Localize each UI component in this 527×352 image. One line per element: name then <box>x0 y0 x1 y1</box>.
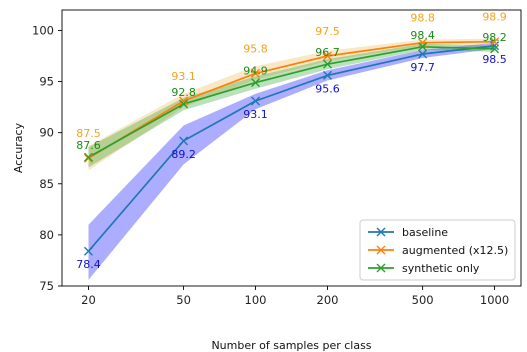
data-label-synthetic-only: 98.4 <box>410 29 435 42</box>
legend-marker <box>376 227 386 237</box>
marker-baseline <box>83 246 93 256</box>
marker-baseline <box>179 136 189 146</box>
legend: baseline augmented (x12.5) synthetic only <box>359 219 516 281</box>
data-label-augmented-x12-5: 97.5 <box>315 25 340 38</box>
marker-baseline <box>490 41 500 51</box>
x-tick-label: 1000 <box>480 293 509 307</box>
legend-box <box>359 219 516 281</box>
marker-augmented-x12-5 <box>418 38 428 48</box>
data-label-baseline: 98.5 <box>482 53 507 66</box>
line-augmented-x12-5 <box>88 40 495 159</box>
marker-augmented-x12-5 <box>322 51 332 61</box>
marker-augmented-x12-5 <box>490 37 500 47</box>
line-synthetic-only <box>88 45 495 158</box>
data-label-augmented-x12-5: 87.5 <box>76 127 101 140</box>
band-synthetic-only <box>88 43 495 168</box>
data-labels: 78.4 89.2 93.1 95.6 97.7 98.5 87.5 93.1 95.8 97.5… <box>76 11 507 272</box>
y-axis-title: Accuracy <box>12 122 25 173</box>
y-tick-label: 80 <box>39 228 54 242</box>
legend-label: synthetic only <box>402 262 480 275</box>
series-markers <box>83 37 500 256</box>
plot-frame <box>61 9 522 287</box>
data-label-baseline: 89.2 <box>171 148 196 161</box>
marker-synthetic-only <box>322 59 332 69</box>
legend-label: augmented (x12.5) <box>402 244 508 257</box>
y-tick-label: 85 <box>39 177 54 191</box>
band-baseline <box>88 42 495 280</box>
marker-synthetic-only <box>83 152 93 162</box>
legend-marker <box>376 263 386 273</box>
x-tick-label: 100 <box>245 293 267 307</box>
band-augmented-x12-5 <box>88 38 495 171</box>
data-label-baseline: 97.7 <box>410 61 435 74</box>
marker-synthetic-only <box>179 99 189 109</box>
data-label-augmented-x12-5: 98.9 <box>482 11 507 24</box>
x-axis-title: Number of samples per class <box>211 339 371 352</box>
y-tick-label: 95 <box>39 75 54 89</box>
x-axis: 20 50 100 200 500 1000 <box>81 286 509 307</box>
x-tick-label: 200 <box>317 293 339 307</box>
data-label-synthetic-only: 98.2 <box>482 31 507 44</box>
marker-synthetic-only <box>490 44 500 54</box>
data-label-synthetic-only: 94.9 <box>243 65 268 78</box>
data-label-baseline: 93.1 <box>243 108 268 121</box>
data-label-augmented-x12-5: 98.8 <box>410 12 435 25</box>
legend-label: baseline <box>402 226 448 239</box>
series-lines <box>87 40 495 252</box>
marker-augmented-x12-5 <box>83 153 93 163</box>
marker-augmented-x12-5 <box>251 68 261 78</box>
marker-baseline <box>418 49 428 59</box>
data-label-synthetic-only: 87.6 <box>76 139 101 152</box>
data-label-augmented-x12-5: 93.1 <box>171 70 196 83</box>
data-label-synthetic-only: 96.7 <box>315 46 340 59</box>
y-tick-label: 100 <box>32 23 54 37</box>
x-tick-label: 20 <box>81 293 96 307</box>
marker-synthetic-only <box>251 78 261 88</box>
marker-baseline <box>322 70 332 80</box>
data-label-synthetic-only: 92.8 <box>171 86 196 99</box>
data-label-baseline: 78.4 <box>76 258 101 271</box>
y-axis: 75 80 85 90 95 100 <box>32 23 62 293</box>
line-baseline <box>87 44 495 252</box>
x-tick-label: 50 <box>176 293 191 307</box>
data-label-augmented-x12-5: 95.8 <box>243 42 268 55</box>
marker-synthetic-only <box>418 42 428 52</box>
y-tick-label: 75 <box>39 279 54 293</box>
legend-marker <box>376 245 386 255</box>
y-tick-label: 90 <box>39 126 54 140</box>
marker-augmented-x12-5 <box>179 96 189 106</box>
data-label-baseline: 95.6 <box>315 82 340 95</box>
x-tick-label: 500 <box>412 293 434 307</box>
marker-baseline <box>251 96 261 106</box>
